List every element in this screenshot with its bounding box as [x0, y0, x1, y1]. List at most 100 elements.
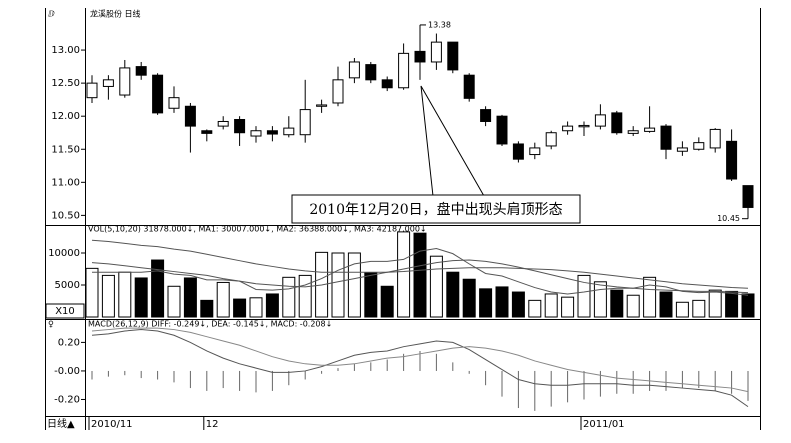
volume-bar: [364, 272, 378, 318]
candle-body: [545, 132, 557, 147]
candle-body: [578, 124, 590, 128]
volume-bar: [741, 293, 755, 318]
y-tick-label: 13.00: [51, 45, 80, 56]
candle-body: [414, 50, 426, 63]
candle-body: [135, 66, 147, 76]
candle-body: [381, 79, 393, 89]
period-label: 日线▲: [47, 417, 75, 430]
volume-bar: [675, 301, 689, 318]
volume-bar: [347, 252, 361, 318]
candle-body: [611, 112, 623, 134]
candle-body: [234, 119, 246, 134]
y-tick-label: -0.20: [54, 394, 80, 405]
volume-bar: [593, 281, 607, 318]
volume-bar: [380, 285, 394, 318]
candle-body: [644, 127, 656, 132]
volume-bar: [725, 290, 739, 318]
candle-body: [152, 74, 164, 114]
candle-body: [283, 127, 295, 136]
volume-bar: [200, 299, 214, 318]
candle-body: [660, 125, 672, 150]
candle-body: [693, 142, 705, 150]
y-tick-label: 12.00: [51, 111, 80, 122]
x-tick-label: 12: [206, 419, 219, 430]
y-tick-label: 11.50: [51, 144, 80, 155]
unit-label: X10: [55, 306, 75, 317]
candle-body: [184, 105, 196, 127]
volume-bar: [101, 274, 115, 318]
volume-bar: [577, 274, 591, 318]
volume-bar: [446, 271, 460, 318]
volume-bar: [151, 259, 165, 318]
volume-bar: [511, 291, 525, 318]
indicator-line: [91, 327, 749, 393]
indicator-line: [91, 329, 749, 408]
candle-body: [512, 143, 524, 160]
volume-bar: [282, 276, 296, 318]
candle-body: [250, 130, 262, 137]
candle-body: [102, 79, 114, 87]
candle-body: [266, 130, 278, 135]
y-tick-label: 12.50: [51, 78, 80, 89]
volume-bar: [298, 274, 312, 318]
y-tick-label: 10000: [48, 248, 80, 259]
chart-title: 龙溪股份 日线: [90, 9, 141, 19]
volume-bar: [249, 297, 263, 318]
macd-header: MACD(26,12,9) DIFF: -0.249↓, DEA: -0.145…: [88, 320, 332, 329]
unit-box: [45, 303, 85, 319]
candle-body: [168, 97, 180, 109]
x-tick-label: 2011/01: [583, 419, 625, 430]
volume-header: VOL(5,10,20) 31878.000↓, MA1: 30007.000↓…: [88, 225, 427, 234]
candle-body: [348, 61, 360, 79]
volume-bar: [610, 289, 624, 318]
candle-body: [562, 125, 574, 132]
volume-bar: [659, 291, 673, 318]
y-tick-label: -0.00: [54, 366, 80, 377]
volume-bar: [167, 285, 181, 318]
volume-bar: [692, 299, 706, 318]
candle-body: [594, 114, 606, 127]
candle-body: [398, 52, 410, 89]
volume-bar: [544, 293, 558, 318]
low-label: 10.45: [717, 214, 740, 223]
x-tick-label: 2010/11: [91, 419, 133, 430]
volume-bar: [216, 281, 230, 318]
indicator-line: [91, 239, 749, 289]
candle-body: [676, 147, 688, 152]
volume-bar: [118, 271, 132, 318]
volume-bar: [331, 252, 345, 318]
volume-bar: [134, 277, 148, 318]
indicator-line: [91, 259, 749, 294]
volume-bar: [561, 296, 575, 318]
volume-bar: [183, 277, 197, 318]
volume-bar: [397, 231, 411, 318]
volume-bar: [708, 289, 722, 318]
candle-body: [316, 104, 328, 107]
callout-text: 2010年12月20日，盘中出现头肩顶形态: [309, 201, 562, 218]
volume-bar: [479, 288, 493, 318]
y-tick-label: 11.00: [51, 177, 80, 188]
candle-body: [742, 185, 754, 208]
volume-bar: [495, 286, 509, 318]
candle-body: [430, 41, 442, 63]
y-tick-label: 5000: [55, 280, 80, 291]
candle-body: [119, 67, 131, 96]
volume-bar: [626, 294, 640, 318]
icon: ⅅ: [48, 10, 55, 19]
candle-body: [627, 130, 639, 134]
y-tick-label: 0.20: [58, 337, 80, 348]
volume-bar: [643, 276, 657, 318]
candle-body: [463, 74, 475, 99]
volume-bar: [462, 278, 476, 318]
icon: ♀: [48, 320, 54, 329]
candle-body: [299, 109, 311, 136]
plot: 10.50 11.00 11.50 12.00 12.50 13.00 13.38 10.45…: [48, 20, 755, 430]
candle-body: [86, 82, 98, 99]
candle-body: [332, 79, 344, 104]
candle-body: [217, 120, 229, 127]
volume-bar: [85, 267, 99, 318]
volume-bar: [233, 298, 247, 318]
frame: [45, 8, 761, 430]
candle-body: [709, 128, 721, 149]
